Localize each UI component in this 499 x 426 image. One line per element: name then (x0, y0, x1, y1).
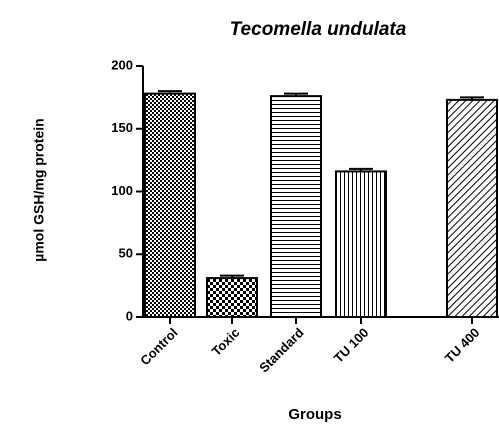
y-tick-label: 100 (111, 183, 133, 198)
x-axis-label: Groups (288, 406, 341, 423)
bar (446, 98, 498, 319)
x-tick-label: TU 400 (442, 325, 483, 366)
bar (144, 92, 196, 318)
y-tick-label: 0 (126, 308, 133, 323)
bar (270, 95, 322, 319)
x-tick-label: Control (137, 325, 180, 368)
x-tick-label: Toxic (209, 325, 243, 359)
bar (206, 277, 258, 318)
y-tick-label: 50 (119, 246, 133, 261)
y-tick-label: 150 (111, 120, 133, 135)
y-axis-label: µmol GSH/mg protein (31, 118, 47, 261)
bar (335, 170, 387, 318)
x-tick-label: Standard (256, 325, 306, 375)
x-tick-label: TU 100 (331, 325, 372, 366)
y-tick-label: 200 (111, 57, 133, 72)
chart-title: Tecomella undulata (230, 19, 407, 40)
